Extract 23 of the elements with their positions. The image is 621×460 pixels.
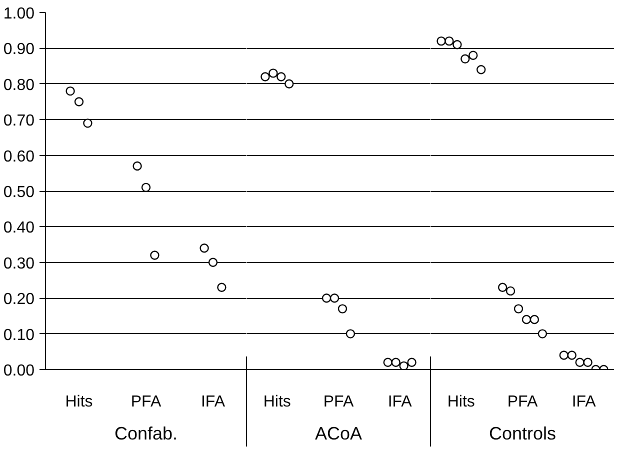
x-tick-label: PFA [323,394,354,410]
x-tick-label: Hits [263,394,291,410]
x-axis-title: Confab. [114,424,178,444]
x-tick-label: IFA [200,394,226,410]
x-tick-label: Hits [65,394,93,410]
y-tick-label: 1.00 [3,6,35,22]
y-tick-label: 0.70 [3,112,35,130]
y-tick-label: 0.40 [3,220,35,237]
x-tick-label: PFA [130,394,162,410]
y-tick-label: 0.80 [3,76,35,94]
x-axis-title: Controls [488,424,556,444]
x-tick-label: PFA [507,394,538,410]
y-tick-label: 0.00 [3,362,35,380]
y-tick-label: 0.10 [3,326,35,344]
x-tick-label: Hits [447,394,475,410]
x-axis-title: ACoA [314,424,362,444]
y-tick-label: 0.30 [3,255,35,272]
x-tick-label: IFA [388,394,412,410]
y-tick-label: 0.90 [3,41,35,58]
y-tick-label: 0.20 [3,291,35,308]
y-tick-label: 0.50 [3,184,35,201]
y-tick-label: 0.60 [3,148,35,166]
x-tick-label: IFA [572,394,596,410]
